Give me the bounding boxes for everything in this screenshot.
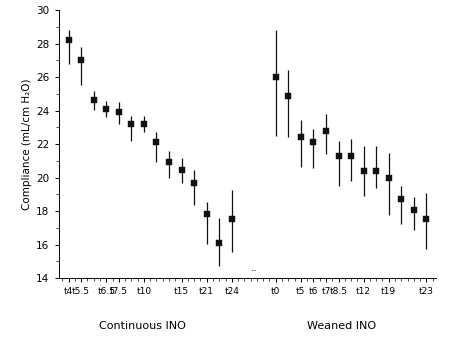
Text: Continuous INO: Continuous INO — [99, 321, 186, 331]
Y-axis label: Compliance (mL/cm H₂O): Compliance (mL/cm H₂O) — [22, 78, 32, 210]
Text: Weaned INO: Weaned INO — [307, 321, 376, 331]
Text: ..: .. — [250, 263, 257, 273]
